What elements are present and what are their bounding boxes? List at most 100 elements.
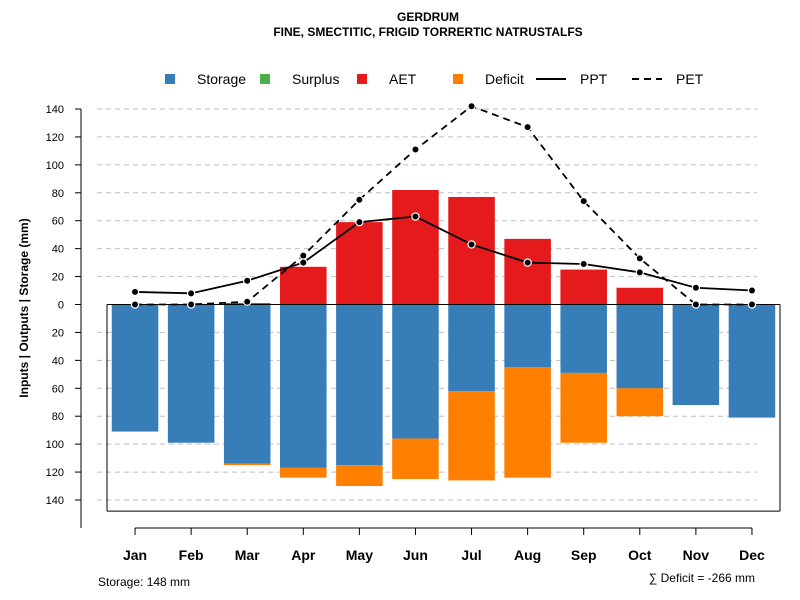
x-tick-label-dec: Dec [739,547,765,563]
deficit-bar-may [336,465,383,487]
storage-bar-sep [560,304,607,373]
series-lines [130,102,757,309]
ppt-point-jan [130,287,140,297]
ppt-point-nov [691,283,701,292]
pet-line [135,105,752,306]
aet-bar-jun [392,189,439,305]
y-tick-label: 40 [52,355,64,367]
aet-bar-jul [448,196,495,305]
ppt-point-oct [635,268,644,277]
x-tick-label-jan: Jan [123,547,147,563]
ppt-line [135,215,753,295]
ppt-point-sep [579,259,588,269]
pet-point-sep [579,196,588,206]
x-tick-label-feb: Feb [179,547,204,563]
x-tick-label-oct: Oct [628,547,652,563]
y-tick-label: 60 [52,383,64,395]
aet-bar-sep [560,269,607,305]
y-tick-label: 120 [46,132,64,144]
aet-legend-swatch [357,74,367,84]
y-tick-label: 100 [46,160,64,172]
x-tick-label-apr: Apr [291,547,316,563]
legend: Storage Surplus AET Deficit PPT PET [165,71,704,87]
ppt-point-apr [299,258,308,267]
pet-point-mar [243,297,252,306]
storage-bar-jun [392,304,439,439]
pet-point-jan [130,300,140,309]
pet-point-aug [523,122,532,132]
storage-bar-dec [728,304,776,418]
deficit-bar-apr [280,467,327,478]
x-tick-label-may: May [346,547,373,563]
deficit-bar-sep [560,372,607,443]
y-tick-label: 0 [58,300,64,312]
deficit-bar-jul [448,391,495,481]
storage-bar-nov [672,304,720,406]
y-tick-label: 140 [46,104,64,116]
y-tick-label: 140 [46,495,64,507]
y-tick-label: 20 [52,327,64,339]
storage-bar-aug [504,304,551,368]
aet-bar-may [336,222,383,305]
aet-bar-aug [504,238,551,305]
ppt-point-may [355,217,364,227]
storage-bar-feb [167,304,215,443]
x-axis: Jan Feb Mar Apr May Jun Jul Aug Sep Oct Nov Dec [123,527,765,563]
storage-bar-jan [111,304,159,432]
ppt-point-mar [243,276,252,285]
y-tick-label: 80 [52,188,64,200]
pet-point-dec [747,300,757,309]
x-tick-label-jul: Jul [461,547,481,563]
pet-point-jul [467,102,476,111]
storage-bar-may [336,304,383,466]
y-axis: 140 120 100 80 60 40 20 0 20 40 60 80 100 120 140 [46,104,82,528]
y-tick-label: 60 [52,216,64,228]
x-tick-label-sep: Sep [571,547,597,563]
surplus-legend-swatch [260,74,270,84]
y-tick-label: 80 [52,411,64,423]
storage-legend-label: Storage [197,71,246,87]
chart-title: GERDRUM [397,10,459,24]
deficit-legend-label: Deficit [485,71,524,87]
storage-bar-oct [616,304,664,389]
x-tick-label-aug: Aug [514,547,541,563]
ppt-point-aug [523,258,532,267]
storage-bar-jul [448,304,495,392]
deficit-bar-oct [616,388,664,417]
y-tick-label: 40 [52,244,64,256]
aet-legend-label: AET [389,71,417,87]
y-axis-title: Inputs | Outputs | Storage (mm) [17,218,31,397]
bars [111,189,776,487]
deficit-bar-mar [223,463,271,466]
ppt-point-dec [747,286,757,295]
pet-point-may [355,195,364,204]
pet-point-oct [635,254,644,263]
y-tick-label: 20 [52,272,64,284]
aet-bar-apr [280,266,327,305]
storage-legend-swatch [165,74,175,84]
deficit-bar-jun [392,438,439,480]
ppt-point-jul [467,240,476,249]
pet-point-nov [691,300,701,309]
surplus-legend-label: Surplus [292,71,339,87]
ppt-point-jun [411,212,420,221]
pet-legend-label: PET [676,71,704,87]
ppt-legend-label: PPT [580,71,608,87]
x-tick-label-mar: Mar [235,547,260,563]
deficit-legend-swatch [453,74,463,84]
ppt-point-feb [186,289,196,298]
y-tick-label: 120 [46,467,64,479]
storage-total: Storage: 148 mm [98,575,190,589]
x-tick-label-nov: Nov [683,547,710,563]
pet-point-apr [299,251,308,260]
deficit-bar-aug [504,367,551,478]
aet-bar-oct [616,287,664,305]
storage-bar-mar [223,304,271,464]
y-tick-label: 100 [46,439,64,451]
pet-point-jun [411,145,420,154]
chart-subtitle: FINE, SMECTITIC, FRIGID TORRERTIC NATRUS… [273,25,582,39]
pet-point-feb [186,300,196,309]
storage-bar-apr [280,304,327,468]
deficit-total: ∑ Deficit = -266 mm [649,571,755,585]
